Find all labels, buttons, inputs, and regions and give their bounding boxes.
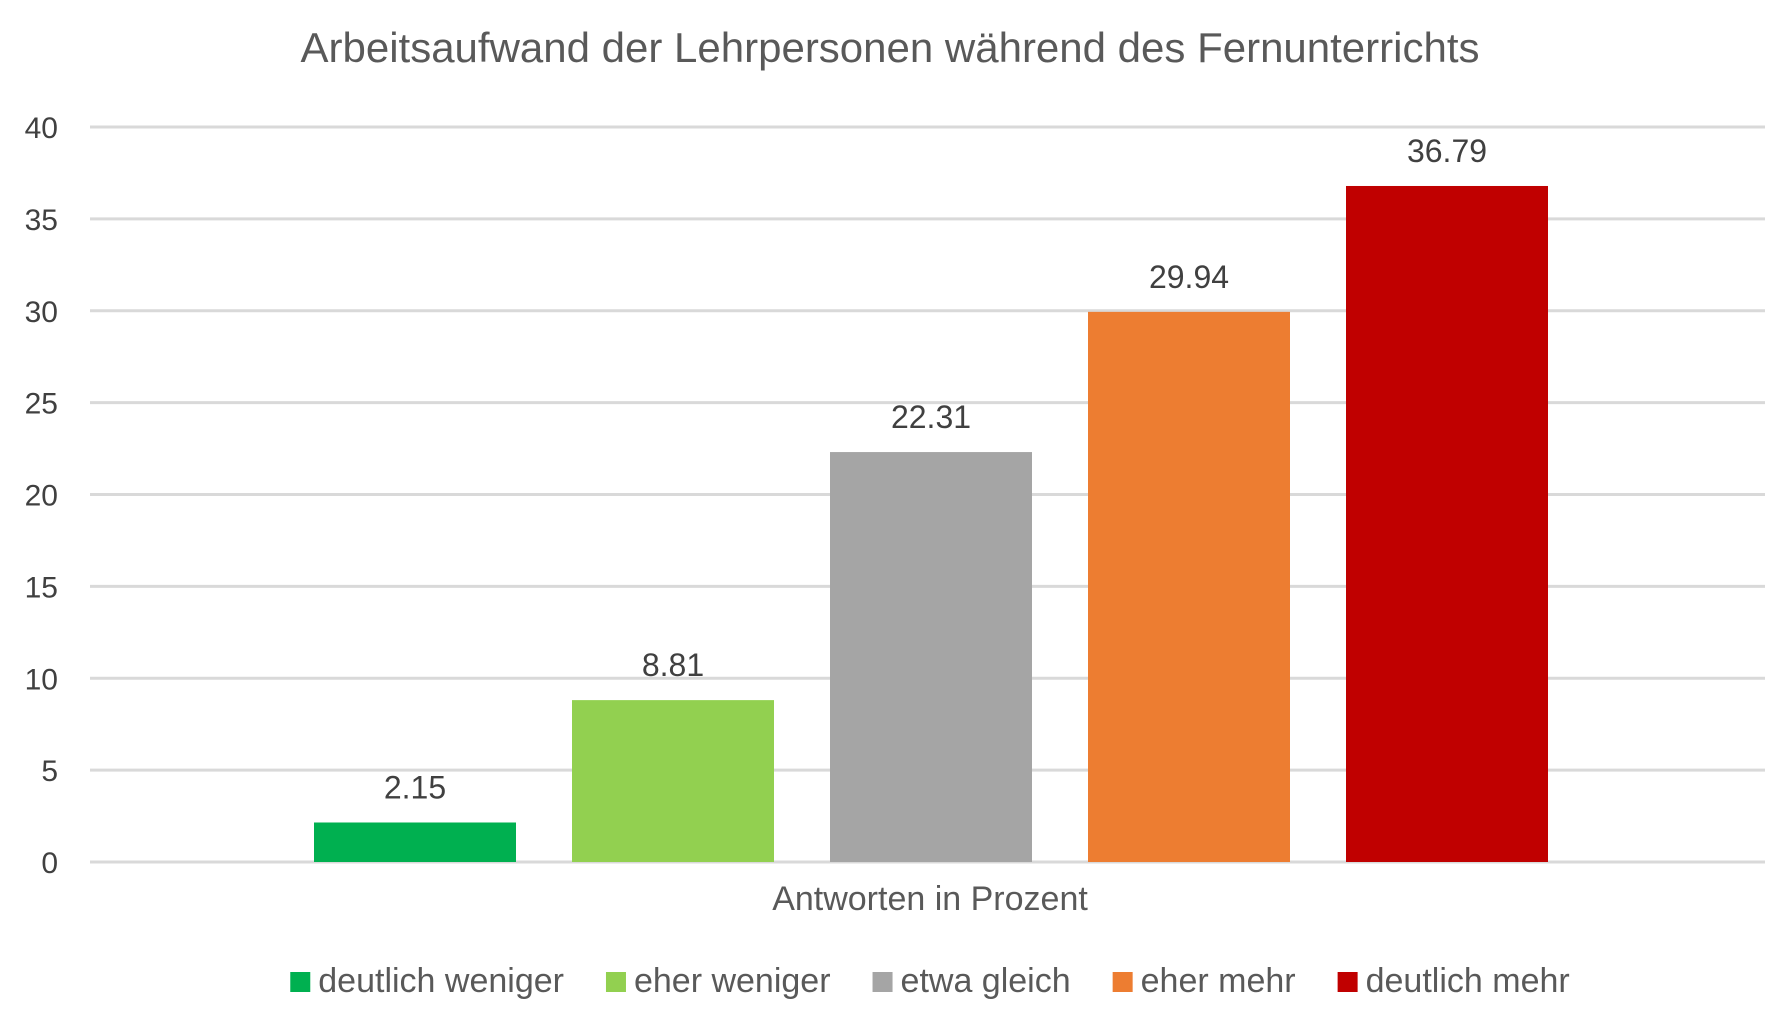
legend: deutlich weniger eher weniger etwa gleich e… [290, 962, 1570, 1000]
data-label: 36.79 [1407, 133, 1487, 169]
legend-item: deutlich mehr [1337, 962, 1570, 1000]
data-label: 8.81 [642, 647, 704, 683]
bars [314, 185, 1548, 862]
legend-swatch [290, 972, 311, 992]
bar-eher-mehr [1088, 311, 1290, 862]
chart-title: Arbeitsaufwand der Lehrpersonen während … [300, 24, 1479, 71]
bar-etwa-gleich [830, 452, 1032, 862]
legend-swatch [1337, 972, 1358, 992]
legend-label: eher mehr [1141, 962, 1296, 1000]
y-tick-label: 0 [41, 847, 58, 880]
data-label: 22.31 [891, 399, 971, 435]
y-tick-label: 5 [41, 755, 58, 788]
legend-item: eher mehr [1112, 962, 1296, 1000]
y-tick-label: 15 [25, 571, 58, 604]
bar-deutlich-weniger [314, 822, 516, 862]
bar-deutlich-mehr [1346, 185, 1548, 862]
legend-swatch [1112, 972, 1133, 992]
y-tick-label: 40 [25, 112, 58, 145]
legend-label: deutlich weniger [318, 962, 564, 1000]
y-tick-label: 10 [25, 663, 58, 696]
y-tick-label: 25 [25, 388, 58, 421]
legend-label: etwa gleich [901, 962, 1071, 1000]
y-tick-label: 20 [25, 480, 58, 513]
legend-item: eher weniger [605, 962, 831, 1000]
legend-label: deutlich mehr [1366, 962, 1570, 1000]
data-label: 2.15 [384, 769, 446, 805]
legend-swatch [605, 972, 626, 992]
y-tick-label: 30 [25, 296, 58, 329]
legend-item: etwa gleich [872, 962, 1071, 1000]
x-axis-label: Antworten in Prozent [772, 880, 1088, 918]
data-labels: 2.15 8.81 22.31 29.94 36.79 [384, 133, 1487, 806]
legend-swatch [872, 972, 893, 992]
data-label: 29.94 [1149, 259, 1229, 295]
legend-item: deutlich weniger [290, 962, 564, 1000]
legend-label: eher weniger [634, 962, 831, 1000]
y-axis-ticks: 0 5 10 15 20 25 30 35 40 [25, 112, 58, 880]
y-tick-label: 35 [25, 204, 58, 237]
bar-eher-weniger [572, 700, 774, 862]
